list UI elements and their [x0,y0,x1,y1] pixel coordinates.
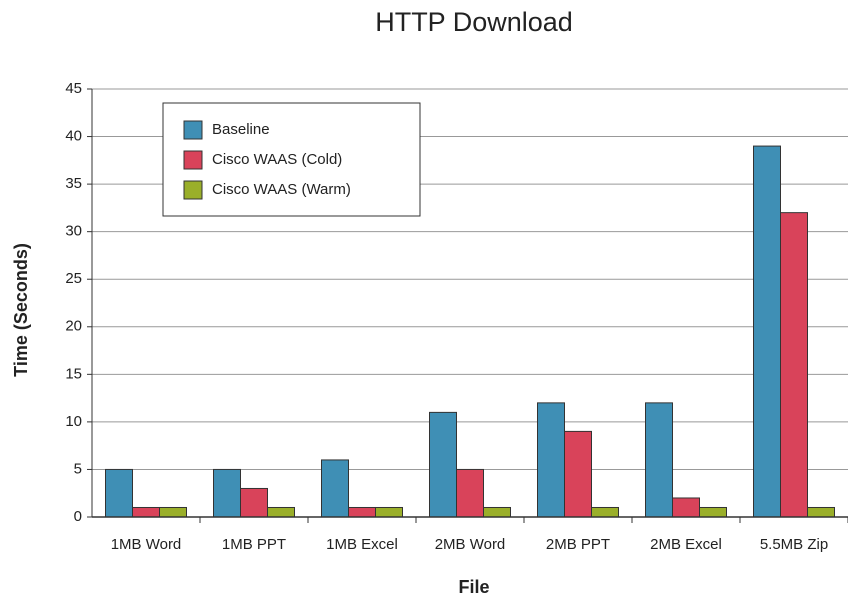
y-tick-label: 30 [65,223,82,240]
bar [699,506,727,518]
x-tick-label: 2MB Word [435,536,506,553]
x-tick-label: 5.5MB Zip [760,536,828,553]
bar [429,411,457,518]
bar [348,506,376,518]
y-tick-label: 25 [65,270,82,287]
bar [105,468,133,518]
bar [645,402,673,518]
bar [753,145,781,518]
bar [267,506,295,518]
bar [780,212,808,518]
bar [483,506,511,518]
chart-title: HTTP Download [375,7,573,37]
bar [321,459,349,518]
y-tick-label: 0 [74,508,82,525]
bar [132,506,160,518]
bar [537,402,565,518]
x-axis-label: File [458,577,489,597]
bar [375,506,403,518]
legend-label: Baseline [212,121,270,138]
bar [807,506,835,518]
bar [672,497,700,518]
y-tick-label: 20 [65,318,82,335]
legend-label: Cisco WAAS (Warm) [212,181,351,198]
legend-label: Cisco WAAS (Cold) [212,151,342,168]
bar [159,506,187,518]
y-tick-label: 45 [65,80,82,97]
x-tick-label: 2MB PPT [546,536,610,553]
y-tick-label: 15 [65,365,82,382]
legend-box [162,102,421,217]
legend: Baseline Cisco WAAS (Cold) Cisco WAAS (War… [162,102,421,217]
legend-swatch [183,120,203,140]
x-tick-label: 2MB Excel [650,536,722,553]
y-tick-label: 5 [74,460,82,477]
bar [591,506,619,518]
legend-swatch [183,180,203,200]
y-axis-label: Time (Seconds) [11,243,31,377]
legend-swatch [183,150,203,170]
y-tick-label: 10 [65,413,82,430]
y-tick-label: 35 [65,175,82,192]
bar [456,468,484,518]
bar [564,430,592,518]
bar [240,487,268,518]
y-tick-label: 40 [65,128,82,145]
x-tick-label: 1MB Word [111,536,182,553]
x-tick-label: 1MB PPT [222,536,286,553]
bar [213,468,241,518]
x-tick-label: 1MB Excel [326,536,398,553]
